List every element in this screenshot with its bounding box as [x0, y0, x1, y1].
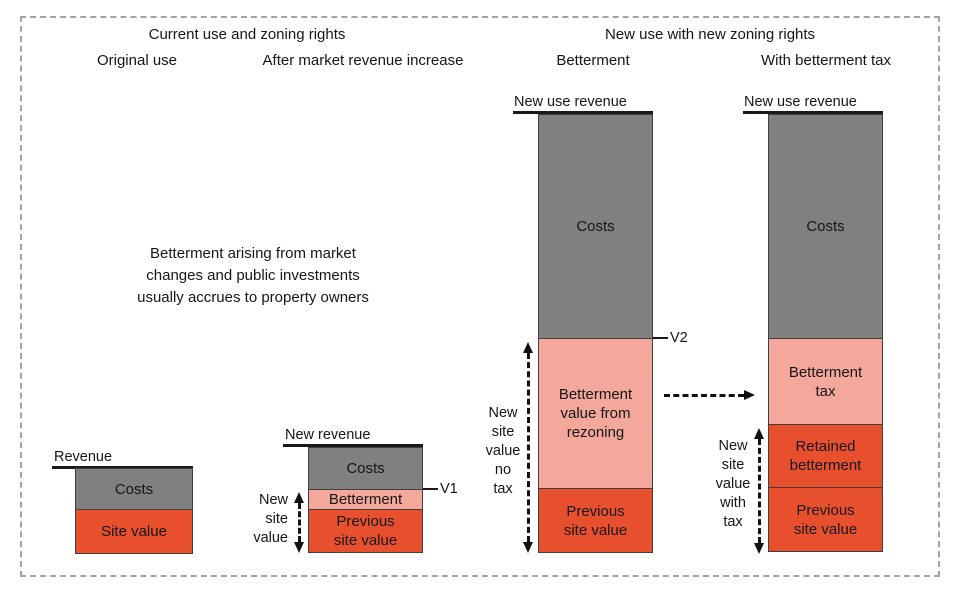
revenue-label-after-market: New revenue: [285, 427, 371, 443]
arrow-down-icon: [523, 542, 533, 553]
group-header-current-use: Current use and zoning rights: [148, 26, 346, 43]
column-header-original-use: Original use: [96, 52, 178, 69]
segment-costs: Costs: [538, 114, 653, 339]
arrow-right-icon: [744, 390, 755, 400]
v1-marker-label: V1: [440, 481, 458, 497]
new-site-value-label: New site value: [253, 492, 288, 546]
bar-betterment: Costs Betterment value from rezoning Pre…: [538, 114, 653, 553]
segment-costs: Costs: [75, 468, 193, 510]
revenue-label-betterment: New use revenue: [514, 94, 627, 110]
v2-tick: [653, 337, 668, 339]
column-header-after-market: After market revenue increase: [262, 52, 464, 69]
arrow-shaft: [526, 353, 530, 542]
bar-after-market: Costs Betterment Previous site value: [308, 447, 423, 553]
transfer-arrow-icon: [664, 390, 755, 400]
segment-previous-site-value: Previous site value: [768, 487, 883, 552]
arrow-up-icon: [754, 428, 764, 439]
new-site-value-no-tax-label: New site value no tax: [485, 405, 521, 497]
betterment-note: Betterment arising from market changes a…: [137, 245, 369, 306]
arrow-shaft: [757, 439, 761, 543]
segment-site-value: Site value: [75, 509, 193, 554]
revenue-line-betterment: [513, 111, 653, 114]
revenue-label-with-tax: New use revenue: [744, 94, 857, 110]
dashed-frame: [20, 16, 940, 577]
new-site-value-no-tax-arrow-icon: [523, 342, 533, 553]
column-header-with-betterment-tax: With betterment tax: [760, 52, 892, 69]
segment-costs: Costs: [308, 447, 423, 490]
arrow-down-icon: [294, 542, 304, 553]
new-site-value-arrow-icon: [294, 492, 304, 553]
bar-with-betterment-tax: Costs Betterment tax Retained betterment…: [768, 114, 883, 552]
arrow-shaft: [297, 503, 301, 542]
arrow-shaft: [664, 393, 744, 397]
arrow-up-icon: [523, 342, 533, 353]
revenue-line-with-tax: [743, 111, 883, 114]
v2-marker-label: V2: [670, 330, 688, 346]
segment-costs: Costs: [768, 114, 883, 339]
segment-betterment: Betterment: [308, 489, 423, 510]
bar-original-use: Costs Site value: [75, 468, 193, 554]
new-site-value-with-tax-arrow-icon: [754, 428, 764, 554]
segment-retained-betterment: Retained betterment: [768, 424, 883, 488]
revenue-label-original: Revenue: [54, 449, 113, 465]
revenue-line-original: [52, 466, 193, 469]
arrow-down-icon: [754, 543, 764, 554]
segment-betterment-value-from-rezoning: Betterment value from rezoning: [538, 338, 653, 489]
arrow-up-icon: [294, 492, 304, 503]
revenue-line-after-market: [283, 444, 423, 447]
segment-betterment-tax: Betterment tax: [768, 338, 883, 425]
segment-previous-site-value: Previous site value: [538, 488, 653, 553]
column-header-betterment: Betterment: [556, 52, 630, 69]
new-site-value-with-tax-label: New site value with tax: [715, 438, 751, 530]
group-header-new-use: New use with new zoning rights: [604, 26, 816, 43]
v1-tick: [423, 488, 438, 490]
segment-previous-site-value: Previous site value: [308, 509, 423, 553]
